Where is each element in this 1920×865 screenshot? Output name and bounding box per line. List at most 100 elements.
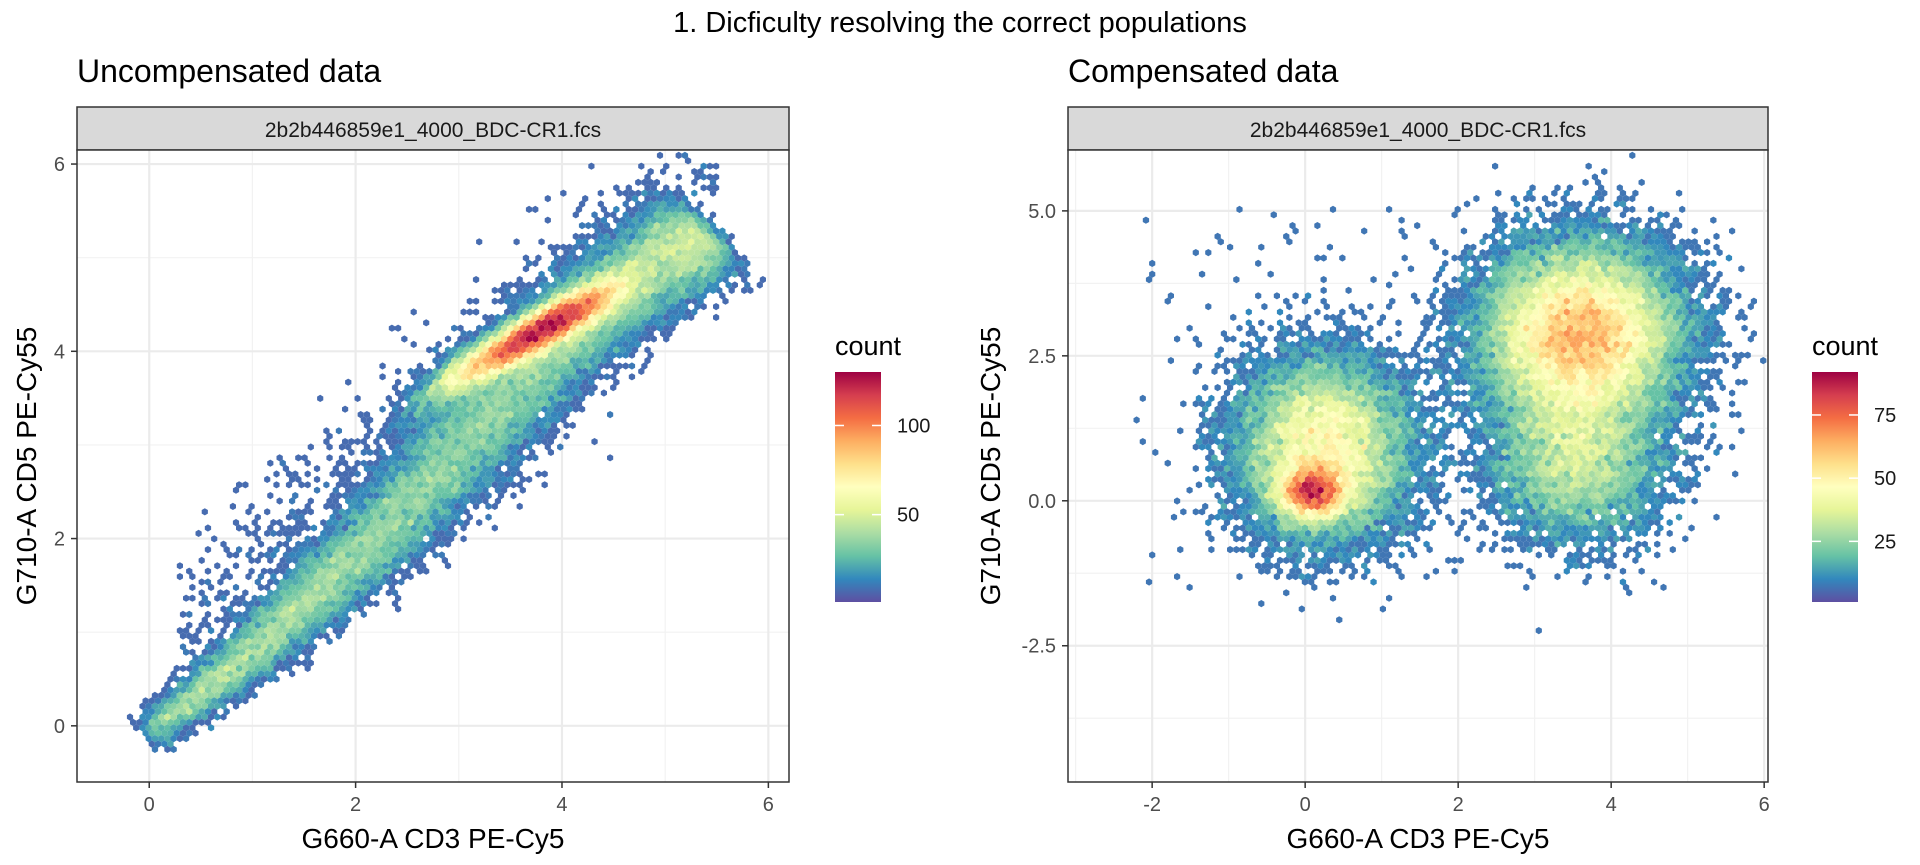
hexbin-cell	[282, 594, 289, 602]
x-tick-label: 2	[350, 794, 361, 816]
hexbin-cell	[1573, 357, 1580, 365]
hexbin-cell	[1414, 535, 1421, 543]
hexbin-cell	[1520, 394, 1527, 402]
hexbin-cell	[507, 335, 514, 343]
hexbin-cell	[1286, 378, 1293, 386]
hexbin-cell	[647, 276, 654, 284]
hexbin-cell	[1258, 373, 1265, 381]
hexbin-cell	[457, 411, 464, 419]
hexbin-cell	[1301, 513, 1309, 521]
hexbin-cell	[1504, 324, 1511, 332]
hexbin-cell	[1532, 351, 1539, 359]
hexbin-cell	[660, 211, 667, 219]
hexbin-cell	[1220, 448, 1227, 456]
hexbin-cell	[550, 281, 558, 289]
hexbin-cell	[251, 691, 258, 699]
hexbin-cell	[566, 373, 573, 381]
hexbin-cell	[282, 562, 289, 570]
hexbin-cell	[1598, 249, 1605, 257]
hexbin-cell	[1286, 497, 1293, 505]
hexbin-cell	[641, 265, 648, 273]
hexbin-cell	[1429, 411, 1436, 419]
hexbin-cell	[669, 270, 676, 278]
hexbin-cell	[1591, 389, 1598, 397]
hexbin-cell	[1236, 443, 1243, 451]
hexbin-cell	[1336, 551, 1343, 559]
hexbin-cell	[1233, 459, 1240, 467]
hexbin-cell	[1694, 297, 1701, 305]
hexbin-cell	[1407, 438, 1415, 446]
hexbin-cell	[1248, 421, 1256, 429]
hexbin-cell	[1529, 303, 1536, 311]
hexbin-cell	[304, 470, 311, 478]
hexbin-cell	[348, 600, 355, 608]
hexbin-cell	[1598, 432, 1605, 440]
hexbin-cell	[323, 600, 330, 608]
hexbin-cell	[1280, 389, 1287, 397]
hexbin-cell	[179, 718, 187, 726]
hexbin-cell	[1286, 454, 1293, 462]
hexbin-cell	[245, 637, 252, 645]
hexbin-cell	[1267, 400, 1274, 408]
hexbin-cell	[1329, 443, 1337, 451]
hexbin-cell	[1569, 330, 1577, 338]
hexbin-cell	[507, 324, 514, 332]
hexbin-cell	[413, 454, 420, 462]
hexbin-cell	[1264, 556, 1271, 564]
hexbin-cell	[426, 400, 433, 408]
hexbin-cell	[198, 589, 205, 597]
hexbin-cell	[1239, 470, 1246, 478]
hexbin-cell	[317, 556, 324, 564]
hexbin-cell	[1404, 411, 1411, 419]
hexbin-cell	[207, 637, 215, 645]
hexbin-cell	[1233, 394, 1240, 402]
hexbin-cell	[379, 556, 386, 564]
hexbin-cell	[382, 562, 389, 570]
hexbin-cell	[1361, 411, 1368, 419]
hexbin-cell	[544, 357, 551, 365]
hexbin-cell	[684, 308, 692, 316]
hexbin-cell	[304, 567, 311, 575]
hexbin-cell	[1407, 427, 1415, 435]
hexbin-cell	[479, 351, 486, 359]
hexbin-cell	[1566, 292, 1574, 300]
hexbin-cell	[176, 713, 183, 721]
hexbin-cell	[1423, 486, 1430, 494]
hexbin-cell	[591, 438, 598, 446]
hexbin-cell	[1557, 351, 1564, 359]
hexbin-cell	[1192, 367, 1199, 375]
hexbin-cell	[1273, 519, 1280, 527]
hexbin-cell	[189, 713, 196, 721]
hexbin-cell	[1632, 394, 1639, 402]
hexbin-cell	[1245, 405, 1252, 413]
hexbin-cell	[1227, 546, 1234, 554]
hexbin-cell	[1541, 227, 1549, 235]
hexbin-cell	[1694, 330, 1701, 338]
hexbin-cell	[158, 735, 165, 743]
hexbin-cell	[554, 254, 561, 262]
hexbin-cell	[557, 346, 564, 354]
hexbin-cell	[547, 286, 554, 294]
hexbin-cell	[1261, 486, 1268, 494]
hexbin-cell	[285, 513, 293, 521]
hexbin-cell	[413, 421, 420, 429]
hexbin-cell	[1267, 432, 1274, 440]
hexbin-cell	[457, 378, 464, 386]
hexbin-cell	[1389, 481, 1396, 489]
hexbin-cell	[189, 659, 196, 667]
hexbin-cell	[1170, 513, 1178, 521]
hexbin-cell	[631, 259, 639, 267]
hexbin-cell	[485, 492, 492, 500]
hexbin-cell	[429, 405, 436, 413]
hexbin-cell	[631, 195, 639, 203]
hexbin-cell	[176, 627, 183, 635]
hexbin-cell	[466, 513, 473, 521]
hexbin-cell	[1560, 324, 1567, 332]
hexbin-cell	[1504, 281, 1511, 289]
hexbin-cell	[703, 254, 710, 262]
hexbin-cell	[697, 243, 704, 251]
hexbin-cell	[179, 675, 187, 683]
hexbin-cell	[575, 400, 583, 408]
hexbin-cell	[335, 481, 342, 489]
hexbin-cell	[706, 270, 713, 278]
